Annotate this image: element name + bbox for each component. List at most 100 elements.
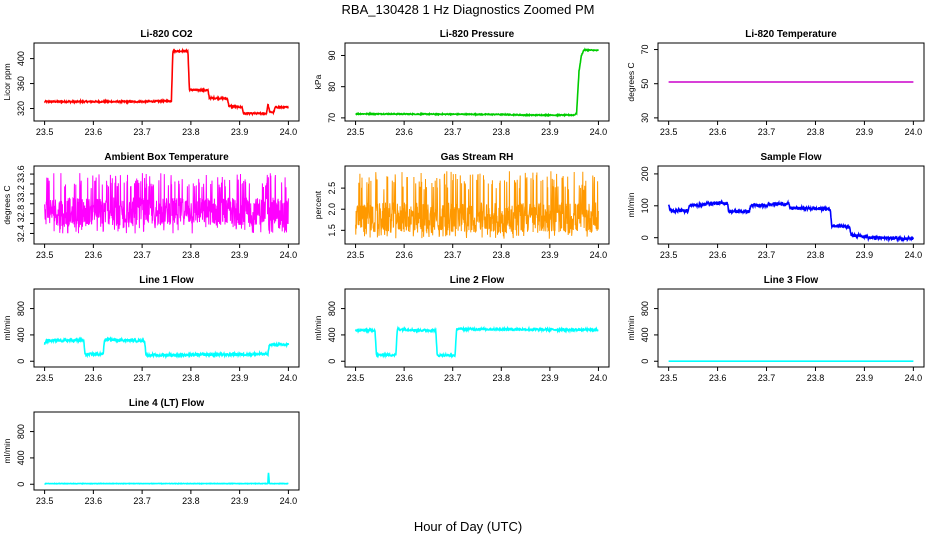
- panel-1: Li-820 CO2 23.5 23.6 23.7 23.8 23.9 24.0 320 360…: [2, 29, 300, 137]
- y-tick-label: 1.5: [327, 224, 337, 237]
- x-tick-label: 23.9: [231, 250, 249, 260]
- x-tick-label: 23.8: [493, 373, 511, 383]
- x-tick-label: 23.9: [231, 127, 249, 137]
- x-tick-label: 23.5: [660, 373, 678, 383]
- plot-frame: [344, 288, 610, 368]
- panel-7: Line 1 Flow 23.5 23.6 23.7 23.8 23.9 24.0 0 400 8…: [2, 275, 300, 383]
- x-tick-label: 23.9: [856, 373, 874, 383]
- x-tick-label: 23.5: [36, 373, 54, 383]
- x-tick-label: 23.5: [36, 127, 54, 137]
- x-tick-label: 24.0: [280, 127, 298, 137]
- panel-8: Line 2 Flow 23.5 23.6 23.7 23.8 23.9 24.0 0 400 8…: [313, 275, 610, 383]
- y-axis-label: ml/min: [2, 438, 12, 463]
- x-tick-label: 23.7: [444, 250, 462, 260]
- series-line: [43, 336, 290, 360]
- panel-title: Li-820 Temperature: [745, 29, 837, 40]
- x-tick-label: 23.6: [395, 373, 413, 383]
- x-tick-label: 23.5: [347, 250, 365, 260]
- panel-6: Sample Flow 23.5 23.6 23.7 23.8 23.9 24.0 0 100 2…: [626, 152, 925, 260]
- x-tick-label: 23.5: [36, 496, 54, 506]
- panel-title: Line 4 (LT) Flow: [129, 398, 205, 409]
- x-tick-label: 23.7: [444, 127, 462, 137]
- x-tick-label: 23.5: [660, 127, 678, 137]
- y-tick-label: 800: [327, 301, 337, 316]
- x-tick-label: 23.8: [182, 127, 200, 137]
- y-tick-label: 30: [640, 113, 650, 123]
- series-line: [355, 171, 599, 239]
- plot-frame: [33, 165, 300, 245]
- x-tick-label: 24.0: [590, 127, 608, 137]
- plot-frame: [33, 42, 300, 122]
- plot-frame: [657, 42, 925, 122]
- y-axis-label: ml/min: [313, 315, 323, 340]
- panel-5: Gas Stream RH 23.5 23.6 23.7 23.8 23.9 24.0 1.5…: [313, 152, 610, 260]
- figure-xlabel: Hour of Day (UTC): [414, 519, 522, 534]
- x-tick-label: 24.0: [905, 373, 923, 383]
- panel-3: Li-820 Temperature 23.5 23.6 23.7 23.8 23.9 24…: [626, 29, 925, 137]
- panel-title: Line 2 Flow: [450, 275, 505, 286]
- figure-title: RBA_130428 1 Hz Diagnostics Zoomed PM: [342, 2, 595, 17]
- panel-4: Ambient Box Temperature 23.5 23.6 23.7 23.8 2…: [2, 152, 300, 260]
- panel-title: Gas Stream RH: [441, 152, 514, 163]
- y-tick-label: 0: [16, 359, 26, 364]
- x-tick-label: 24.0: [905, 127, 923, 137]
- series-line: [44, 173, 289, 234]
- y-tick-label: 0: [327, 359, 337, 364]
- x-tick-label: 24.0: [280, 496, 298, 506]
- y-tick-label: 800: [640, 301, 650, 316]
- y-tick-label: 70: [327, 113, 337, 123]
- y-axis-label: ml/min: [626, 192, 636, 217]
- y-tick-label: 0: [640, 359, 650, 364]
- y-tick-label: 90: [327, 50, 337, 60]
- x-tick-label: 24.0: [590, 373, 608, 383]
- x-tick-label: 24.0: [905, 250, 923, 260]
- y-axis-label: Licor ppm: [2, 63, 12, 100]
- x-tick-label: 24.0: [280, 373, 298, 383]
- y-tick-label: 400: [16, 327, 26, 342]
- y-tick-label: 200: [640, 166, 650, 181]
- x-tick-label: 23.6: [709, 373, 727, 383]
- series-line: [355, 47, 600, 118]
- x-tick-label: 23.8: [182, 496, 200, 506]
- x-tick-label: 23.9: [541, 373, 559, 383]
- x-tick-label: 23.6: [709, 127, 727, 137]
- x-tick-label: 23.7: [133, 496, 151, 506]
- x-tick-label: 23.7: [758, 373, 776, 383]
- series-line: [667, 199, 915, 243]
- y-tick-label: 400: [16, 450, 26, 465]
- y-tick-label: 50: [640, 79, 650, 89]
- y-tick-label: 33.2: [16, 185, 26, 203]
- x-tick-label: 23.9: [541, 250, 559, 260]
- plot-frame: [657, 165, 925, 245]
- series-line: [44, 472, 289, 486]
- x-tick-label: 23.8: [807, 250, 825, 260]
- x-tick-label: 23.8: [807, 373, 825, 383]
- plot-frame: [344, 42, 610, 122]
- x-tick-label: 23.9: [231, 373, 249, 383]
- x-tick-label: 23.6: [395, 127, 413, 137]
- y-tick-label: 80: [327, 82, 337, 92]
- y-axis-label: ml/min: [626, 315, 636, 340]
- x-tick-label: 23.9: [541, 127, 559, 137]
- x-tick-label: 23.7: [133, 127, 151, 137]
- y-tick-label: 70: [640, 45, 650, 55]
- x-tick-label: 23.6: [85, 250, 103, 260]
- x-tick-label: 23.5: [36, 250, 54, 260]
- y-tick-label: 100: [640, 198, 650, 213]
- x-tick-label: 23.8: [493, 127, 511, 137]
- y-tick-label: 400: [16, 51, 26, 66]
- series-line: [354, 325, 599, 359]
- y-tick-label: 800: [16, 301, 26, 316]
- x-tick-label: 23.6: [395, 250, 413, 260]
- y-tick-label: 800: [16, 424, 26, 439]
- x-tick-label: 23.8: [807, 127, 825, 137]
- y-tick-label: 2.5: [327, 182, 337, 195]
- y-tick-label: 400: [327, 327, 337, 342]
- panel-2: Li-820 Pressure 23.5 23.6 23.7 23.8 23.9 24.0 7…: [313, 29, 610, 137]
- plot-frame: [657, 288, 925, 368]
- series-line: [43, 47, 289, 117]
- x-tick-label: 23.8: [182, 250, 200, 260]
- y-axis-label: kPa: [313, 74, 323, 89]
- x-tick-label: 24.0: [280, 250, 298, 260]
